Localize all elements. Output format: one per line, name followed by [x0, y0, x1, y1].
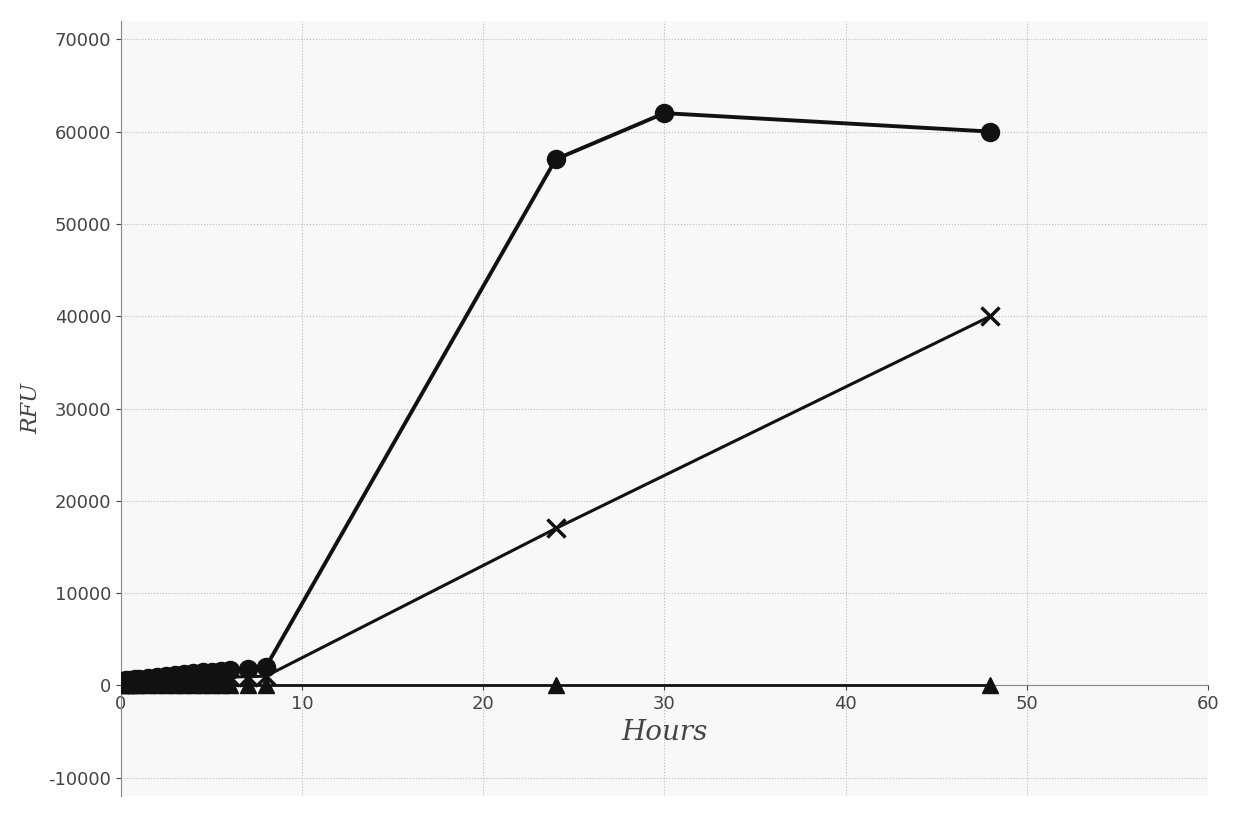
- Y-axis label: RFU: RFU: [21, 383, 43, 434]
- X-axis label: Hours: Hours: [621, 719, 708, 746]
